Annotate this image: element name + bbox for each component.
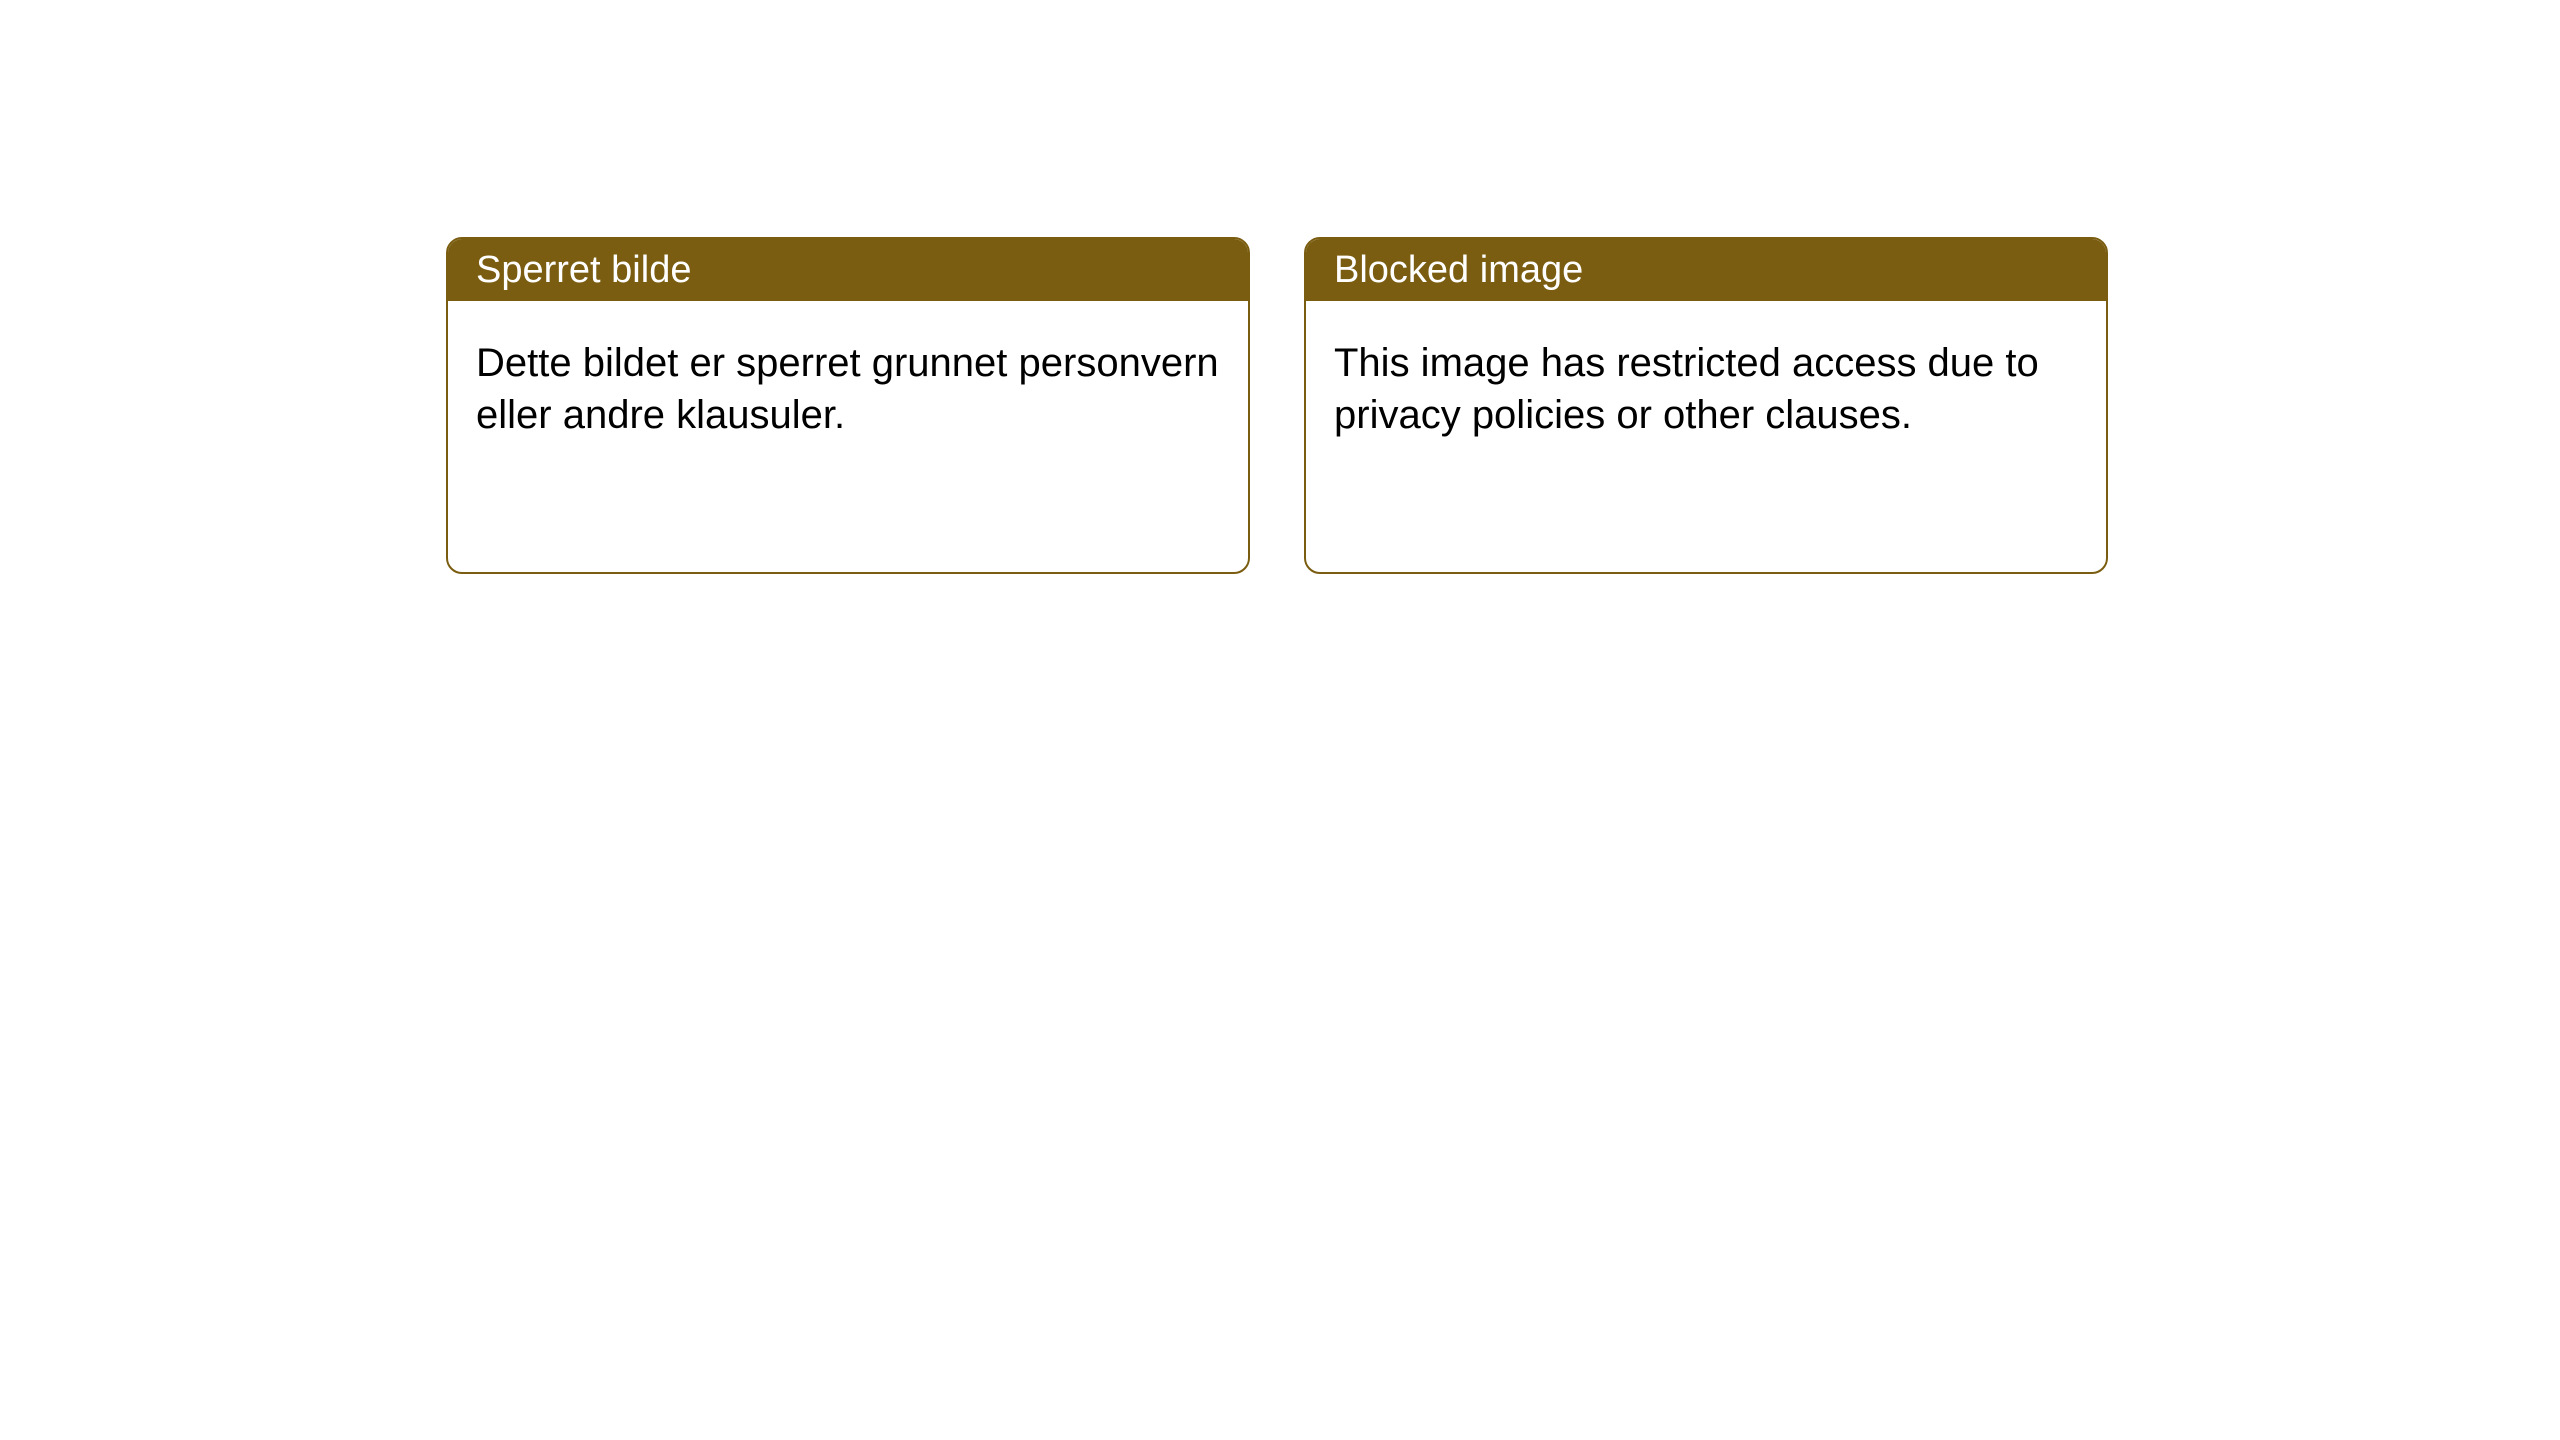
notice-header: Sperret bilde <box>448 239 1248 301</box>
notice-header: Blocked image <box>1306 239 2106 301</box>
notice-body-text: Dette bildet er sperret grunnet personve… <box>476 341 1219 437</box>
notice-card-norwegian: Sperret bilde Dette bildet er sperret gr… <box>446 237 1250 574</box>
notice-title: Sperret bilde <box>476 249 691 292</box>
notice-body: This image has restricted access due to … <box>1306 301 2106 477</box>
notice-body: Dette bildet er sperret grunnet personve… <box>448 301 1248 477</box>
notice-body-text: This image has restricted access due to … <box>1334 341 2039 437</box>
notice-title: Blocked image <box>1334 249 1583 292</box>
notice-card-english: Blocked image This image has restricted … <box>1304 237 2108 574</box>
notice-container: Sperret bilde Dette bildet er sperret gr… <box>0 0 2560 574</box>
